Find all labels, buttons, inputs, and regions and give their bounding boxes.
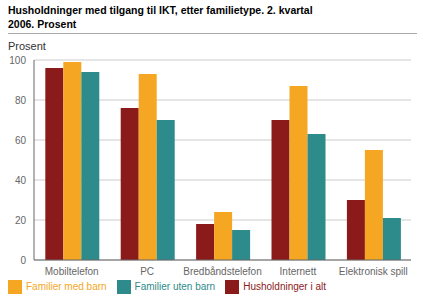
- html-text:Husholdninger i alt: Husholdninger i alt: [243, 280, 326, 292]
- html-text:Familier med barn: Familier med barn: [26, 280, 107, 292]
- svg-text:0: 0: [20, 255, 26, 266]
- svg-text:Mobiltelefon: Mobiltelefon: [45, 266, 99, 277]
- svg-text:Internett: Internett: [280, 266, 317, 277]
- svg-text:60: 60: [15, 135, 27, 146]
- svg-text:80: 80: [15, 95, 27, 106]
- svg-text:PC: PC: [140, 266, 154, 277]
- svg-text:Bredbåndstelefon: Bredbåndstelefon: [183, 266, 261, 277]
- svg-text:100: 100: [9, 55, 26, 66]
- svg-text:Elektronisk spill: Elektronisk spill: [339, 266, 408, 277]
- svg-text:40: 40: [15, 175, 27, 186]
- html-text:2006. Prosent: 2006. Prosent: [8, 18, 77, 30]
- html-text:Husholdninger med tilgang til: Husholdninger med tilgang til IKT, etter…: [8, 4, 313, 16]
- svg-text:20: 20: [15, 215, 27, 226]
- html-text:Prosent: Prosent: [8, 40, 46, 52]
- html-text:Familier uten barn: Familier uten barn: [134, 280, 216, 292]
